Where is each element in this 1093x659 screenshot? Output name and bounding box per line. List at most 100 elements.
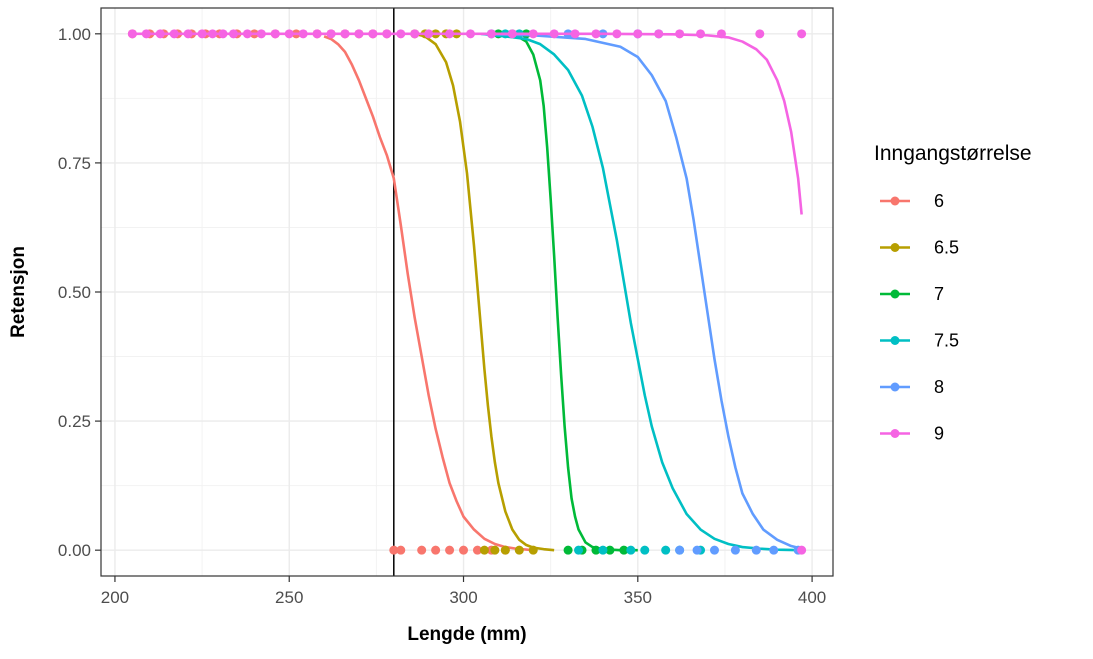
data-point bbox=[633, 29, 643, 39]
legend-item: 8 bbox=[880, 377, 944, 397]
data-point bbox=[396, 29, 406, 39]
data-point bbox=[486, 29, 496, 39]
series-9 bbox=[127, 29, 807, 555]
data-point bbox=[228, 29, 238, 39]
data-point bbox=[626, 545, 636, 555]
legend-key-point bbox=[890, 243, 900, 252]
grid-lines bbox=[101, 8, 833, 576]
data-point bbox=[598, 545, 608, 555]
data-point bbox=[256, 29, 266, 39]
data-point bbox=[298, 29, 308, 39]
data-point bbox=[755, 29, 765, 39]
data-point bbox=[410, 29, 420, 39]
data-point bbox=[127, 29, 137, 39]
series-layer bbox=[127, 29, 807, 555]
x-tick-label: 200 bbox=[101, 588, 129, 607]
data-point bbox=[507, 29, 517, 39]
data-point bbox=[479, 545, 489, 555]
data-point bbox=[431, 545, 441, 555]
series-line bbox=[132, 32, 803, 215]
data-point bbox=[368, 29, 378, 39]
x-tick-label: 250 bbox=[275, 588, 303, 607]
legend-label: 6.5 bbox=[934, 238, 959, 258]
series-line bbox=[414, 32, 555, 552]
legend-label: 6 bbox=[934, 191, 944, 211]
data-point bbox=[242, 29, 252, 39]
data-point bbox=[500, 545, 510, 555]
data-point bbox=[417, 545, 427, 555]
data-point bbox=[312, 29, 322, 39]
legend-key-point bbox=[890, 336, 900, 345]
data-point bbox=[169, 29, 179, 39]
data-point bbox=[270, 29, 280, 39]
data-point bbox=[459, 545, 469, 555]
data-point bbox=[382, 29, 392, 39]
series-line bbox=[323, 35, 534, 552]
data-point bbox=[612, 29, 622, 39]
x-tick-label: 400 bbox=[798, 588, 826, 607]
x-axis-title: Lengde (mm) bbox=[407, 624, 526, 645]
legend-label: 7.5 bbox=[934, 331, 959, 351]
axis-layer: 200 250 300 350 400 0.00 0.25 0.50 0.75 1.00 bbox=[58, 25, 826, 607]
legend-label: 9 bbox=[934, 424, 944, 444]
data-point bbox=[183, 29, 193, 39]
data-point bbox=[528, 545, 538, 555]
data-point bbox=[769, 545, 779, 555]
y-tick-label: 0.50 bbox=[58, 283, 91, 302]
data-point bbox=[549, 29, 559, 39]
series-line bbox=[498, 32, 638, 552]
data-point bbox=[654, 29, 664, 39]
legend-item: 6.5 bbox=[880, 238, 959, 258]
data-point bbox=[619, 545, 629, 555]
legend-key-point bbox=[890, 429, 900, 438]
data-point bbox=[396, 545, 406, 555]
data-point bbox=[591, 29, 601, 39]
data-point bbox=[155, 29, 165, 39]
legend-key-point bbox=[890, 196, 900, 206]
y-tick-label: 1.00 bbox=[58, 25, 91, 44]
data-point bbox=[574, 545, 584, 555]
data-point bbox=[424, 29, 434, 39]
data-point bbox=[692, 545, 702, 555]
data-point bbox=[797, 29, 807, 39]
data-point bbox=[661, 545, 671, 555]
data-point bbox=[675, 29, 685, 39]
y-axis-title: Retensjon bbox=[8, 246, 29, 338]
legend-item: 6 bbox=[880, 191, 944, 211]
data-point bbox=[141, 29, 151, 39]
legend-label: 7 bbox=[934, 284, 944, 304]
data-point bbox=[696, 29, 706, 39]
data-point bbox=[389, 545, 399, 555]
data-point bbox=[445, 29, 455, 39]
data-point bbox=[570, 29, 580, 39]
y-tick-label: 0.75 bbox=[58, 154, 91, 173]
data-point bbox=[563, 545, 573, 555]
x-tick-label: 300 bbox=[449, 588, 477, 607]
data-point bbox=[326, 29, 336, 39]
legend-item: 9 bbox=[880, 424, 944, 444]
legend-key-point bbox=[890, 289, 900, 299]
data-point bbox=[797, 545, 807, 555]
data-point bbox=[528, 29, 538, 39]
data-point bbox=[605, 545, 615, 555]
y-tick-label: 0.00 bbox=[58, 541, 91, 560]
data-point bbox=[218, 29, 228, 39]
data-point bbox=[465, 29, 475, 39]
data-point bbox=[709, 545, 719, 555]
legend-key-point bbox=[890, 382, 900, 392]
data-point bbox=[472, 545, 482, 555]
legend: Inngangstørrelse 6 6.5 7 7.5 8 9 bbox=[874, 142, 1032, 444]
legend-title: Inngangstørrelse bbox=[874, 142, 1032, 165]
data-point bbox=[640, 545, 650, 555]
series-line bbox=[480, 32, 802, 550]
data-point bbox=[514, 545, 524, 555]
series-line bbox=[480, 32, 802, 552]
data-point bbox=[284, 29, 294, 39]
data-point bbox=[675, 545, 685, 555]
data-point bbox=[751, 545, 761, 555]
x-tick-label: 350 bbox=[624, 588, 652, 607]
y-tick-label: 0.25 bbox=[58, 412, 91, 431]
legend-item: 7.5 bbox=[880, 331, 959, 351]
